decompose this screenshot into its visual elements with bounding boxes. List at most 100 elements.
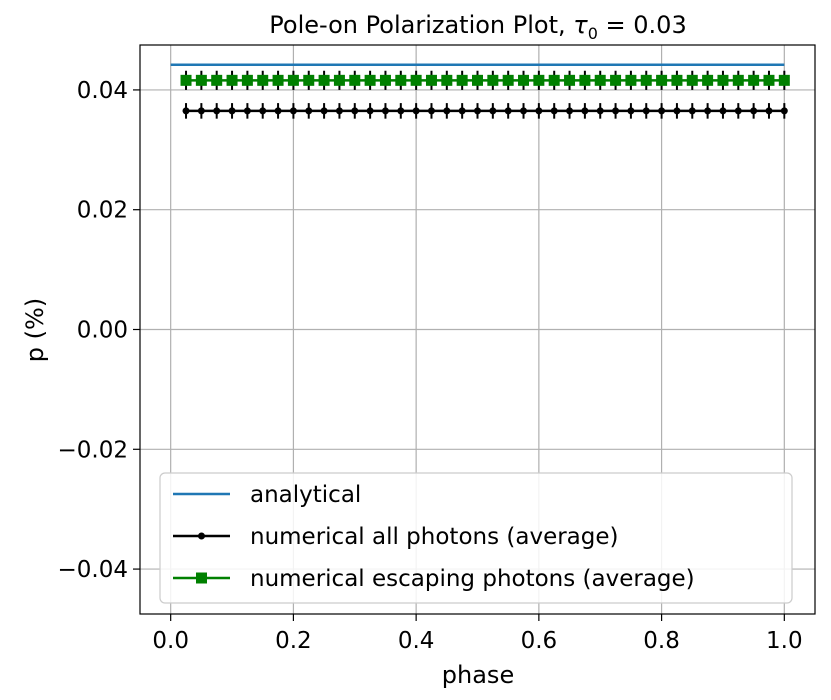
escaping-photons-point <box>349 74 361 86</box>
all-photons-point <box>765 107 773 115</box>
all-photons-point <box>596 107 604 115</box>
escaping-photons-point <box>303 74 315 86</box>
escaping-photons-point <box>717 74 729 86</box>
all-photons-point <box>704 107 712 115</box>
all-photons-point <box>443 107 451 115</box>
ticks: 0.0 0.2 0.4 0.6 0.8 1.0 −0.04 −0.02 0.00 0.02 0.04 <box>58 78 803 654</box>
escaping-photons-point <box>226 74 238 86</box>
all-photons-point <box>366 107 374 115</box>
all-photons-point <box>305 107 313 115</box>
legend-escaping-photons-marker <box>196 572 207 584</box>
chart-title: Pole-on Polarization Plot, τ0 = 0.03 <box>269 11 686 43</box>
escaping-photons-point <box>763 74 775 86</box>
all-photons-point <box>243 107 251 115</box>
y-tick-label: 0.02 <box>77 198 128 224</box>
escaping-photons-point <box>211 74 223 86</box>
all-photons-point <box>673 107 681 115</box>
all-photons-point <box>274 107 282 115</box>
all-photons-point <box>780 107 788 115</box>
legend-analytical-label: analytical <box>250 482 361 508</box>
x-tick-label: 0.8 <box>643 628 680 654</box>
escaping-photons-point <box>257 74 269 86</box>
escaping-photons-point <box>548 74 560 86</box>
legend-escaping-photons-label: numerical escaping photons (average) <box>250 566 695 592</box>
all-photons-point <box>734 107 742 115</box>
escaping-photons-point <box>732 74 744 86</box>
x-tick-label: 0.6 <box>521 628 558 654</box>
all-photons-point <box>581 107 589 115</box>
escaping-photons-point <box>410 74 422 86</box>
all-photons-point <box>427 107 435 115</box>
all-photons-point <box>289 107 297 115</box>
all-photons-point <box>213 107 221 115</box>
escaping-photons-point <box>778 74 790 86</box>
escaping-photons-point <box>425 74 437 86</box>
escaping-photons-point <box>272 74 284 86</box>
escaping-photons-point <box>533 74 545 86</box>
all-photons-point <box>259 107 267 115</box>
all-photons-point <box>397 107 405 115</box>
all-photons-point <box>381 107 389 115</box>
all-photons-point <box>550 107 558 115</box>
all-photons-point <box>627 107 635 115</box>
all-photons-point <box>489 107 497 115</box>
escaping-photons-point <box>472 74 483 86</box>
escaping-photons-point <box>656 74 668 86</box>
all-photons-point <box>658 107 666 115</box>
all-photons-point <box>504 107 512 115</box>
escaping-photons-point <box>686 74 698 86</box>
legend-all-photons-label: numerical all photons (average) <box>250 524 619 550</box>
y-axis-label: p (%) <box>21 298 49 362</box>
escaping-photons-point <box>702 74 714 86</box>
all-photons-point <box>197 107 205 115</box>
escaping-photons-point <box>748 74 760 86</box>
escaping-photons-point <box>395 74 407 86</box>
y-tick-label: −0.04 <box>58 557 128 583</box>
all-photons-point <box>474 107 481 115</box>
y-tick-label: 0.00 <box>77 318 128 344</box>
escaping-photons-point <box>518 74 530 86</box>
series-layer <box>170 63 790 119</box>
y-tick-label: 0.04 <box>77 78 128 104</box>
escaping-photons-point <box>564 74 576 86</box>
escaping-photons-point <box>441 74 453 86</box>
legend-box <box>159 472 793 604</box>
x-tick-label: 0.0 <box>152 628 189 654</box>
all-photons-point <box>458 107 466 115</box>
all-photons-point <box>182 107 190 115</box>
all-photons-point <box>351 107 359 115</box>
legend: analytical numerical all photons (averag… <box>159 472 793 604</box>
all-photons-point <box>642 107 650 115</box>
escaping-photons-point <box>333 74 345 86</box>
escaping-photons-point <box>456 74 468 86</box>
escaping-photons-point <box>241 74 253 86</box>
all-photons-point <box>688 107 696 115</box>
escaping-photons-point <box>195 74 207 86</box>
all-photons-point <box>566 107 574 115</box>
escaping-photons-point <box>318 74 330 86</box>
escaping-photons-point <box>671 74 683 86</box>
escaping-photons-point <box>364 74 376 86</box>
escaping-photons-point <box>594 74 606 86</box>
all-photons-point <box>335 107 343 115</box>
escaping-photons-point <box>625 74 637 86</box>
all-photons-point <box>535 107 543 115</box>
escaping-photons-point <box>502 74 514 86</box>
all-photons-point <box>719 107 727 115</box>
y-tick-label: −0.02 <box>58 437 128 463</box>
all-photons-point <box>412 107 420 115</box>
x-tick-label: 0.2 <box>275 628 312 654</box>
escaping-photons-point <box>579 74 591 86</box>
escaping-photons-point <box>487 74 499 86</box>
all-photons-point <box>320 107 328 115</box>
all-photons-point <box>750 107 758 115</box>
x-tick-label: 1.0 <box>766 628 803 654</box>
escaping-photons-point <box>610 74 622 86</box>
all-photons-point <box>612 107 620 115</box>
legend-all-photons-marker <box>198 532 205 540</box>
escaping-photons-point <box>640 74 652 86</box>
x-axis-label: phase <box>442 661 514 689</box>
escaping-photons-point <box>287 74 299 86</box>
all-photons-point <box>228 107 236 115</box>
